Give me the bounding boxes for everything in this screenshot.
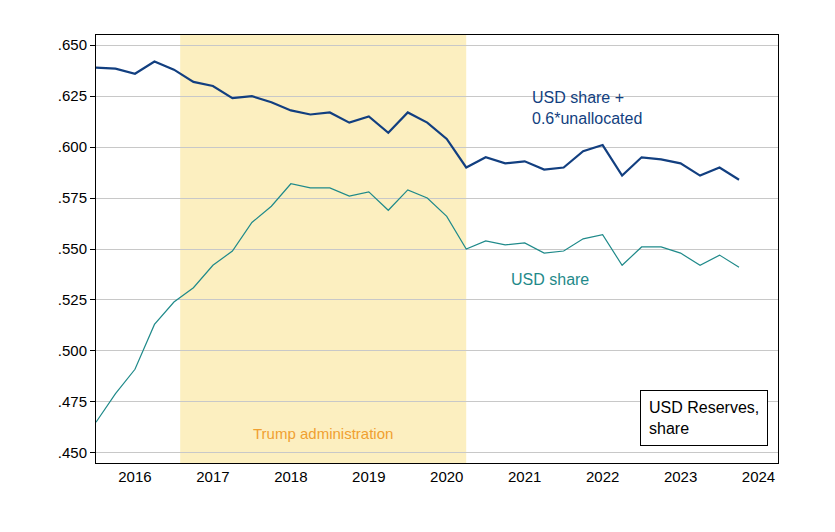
svg-text:Trump administration: Trump administration [253,425,393,442]
svg-text:.575: .575 [58,189,87,206]
svg-text:USD share: USD share [511,271,589,288]
svg-text:2017: 2017 [196,468,229,485]
svg-text:.525: .525 [58,291,87,308]
svg-text:2022: 2022 [586,468,619,485]
svg-text:.475: .475 [58,393,87,410]
svg-text:.450: .450 [58,444,87,461]
svg-text:2024: 2024 [742,468,775,485]
svg-text:2020: 2020 [430,468,463,485]
svg-text:2021: 2021 [508,468,541,485]
svg-text:2019: 2019 [352,468,385,485]
svg-text:2018: 2018 [274,468,307,485]
svg-text:.550: .550 [58,240,87,257]
svg-text:2016: 2016 [118,468,151,485]
svg-text:.650: .650 [58,36,87,53]
svg-text:USD share +0.6*unallocated: USD share +0.6*unallocated [532,89,642,127]
svg-text:.625: .625 [58,87,87,104]
svg-text:.600: .600 [58,138,87,155]
svg-text:USD Reserves,share: USD Reserves,share [649,399,759,437]
svg-text:.500: .500 [58,342,87,359]
svg-text:2023: 2023 [664,468,697,485]
